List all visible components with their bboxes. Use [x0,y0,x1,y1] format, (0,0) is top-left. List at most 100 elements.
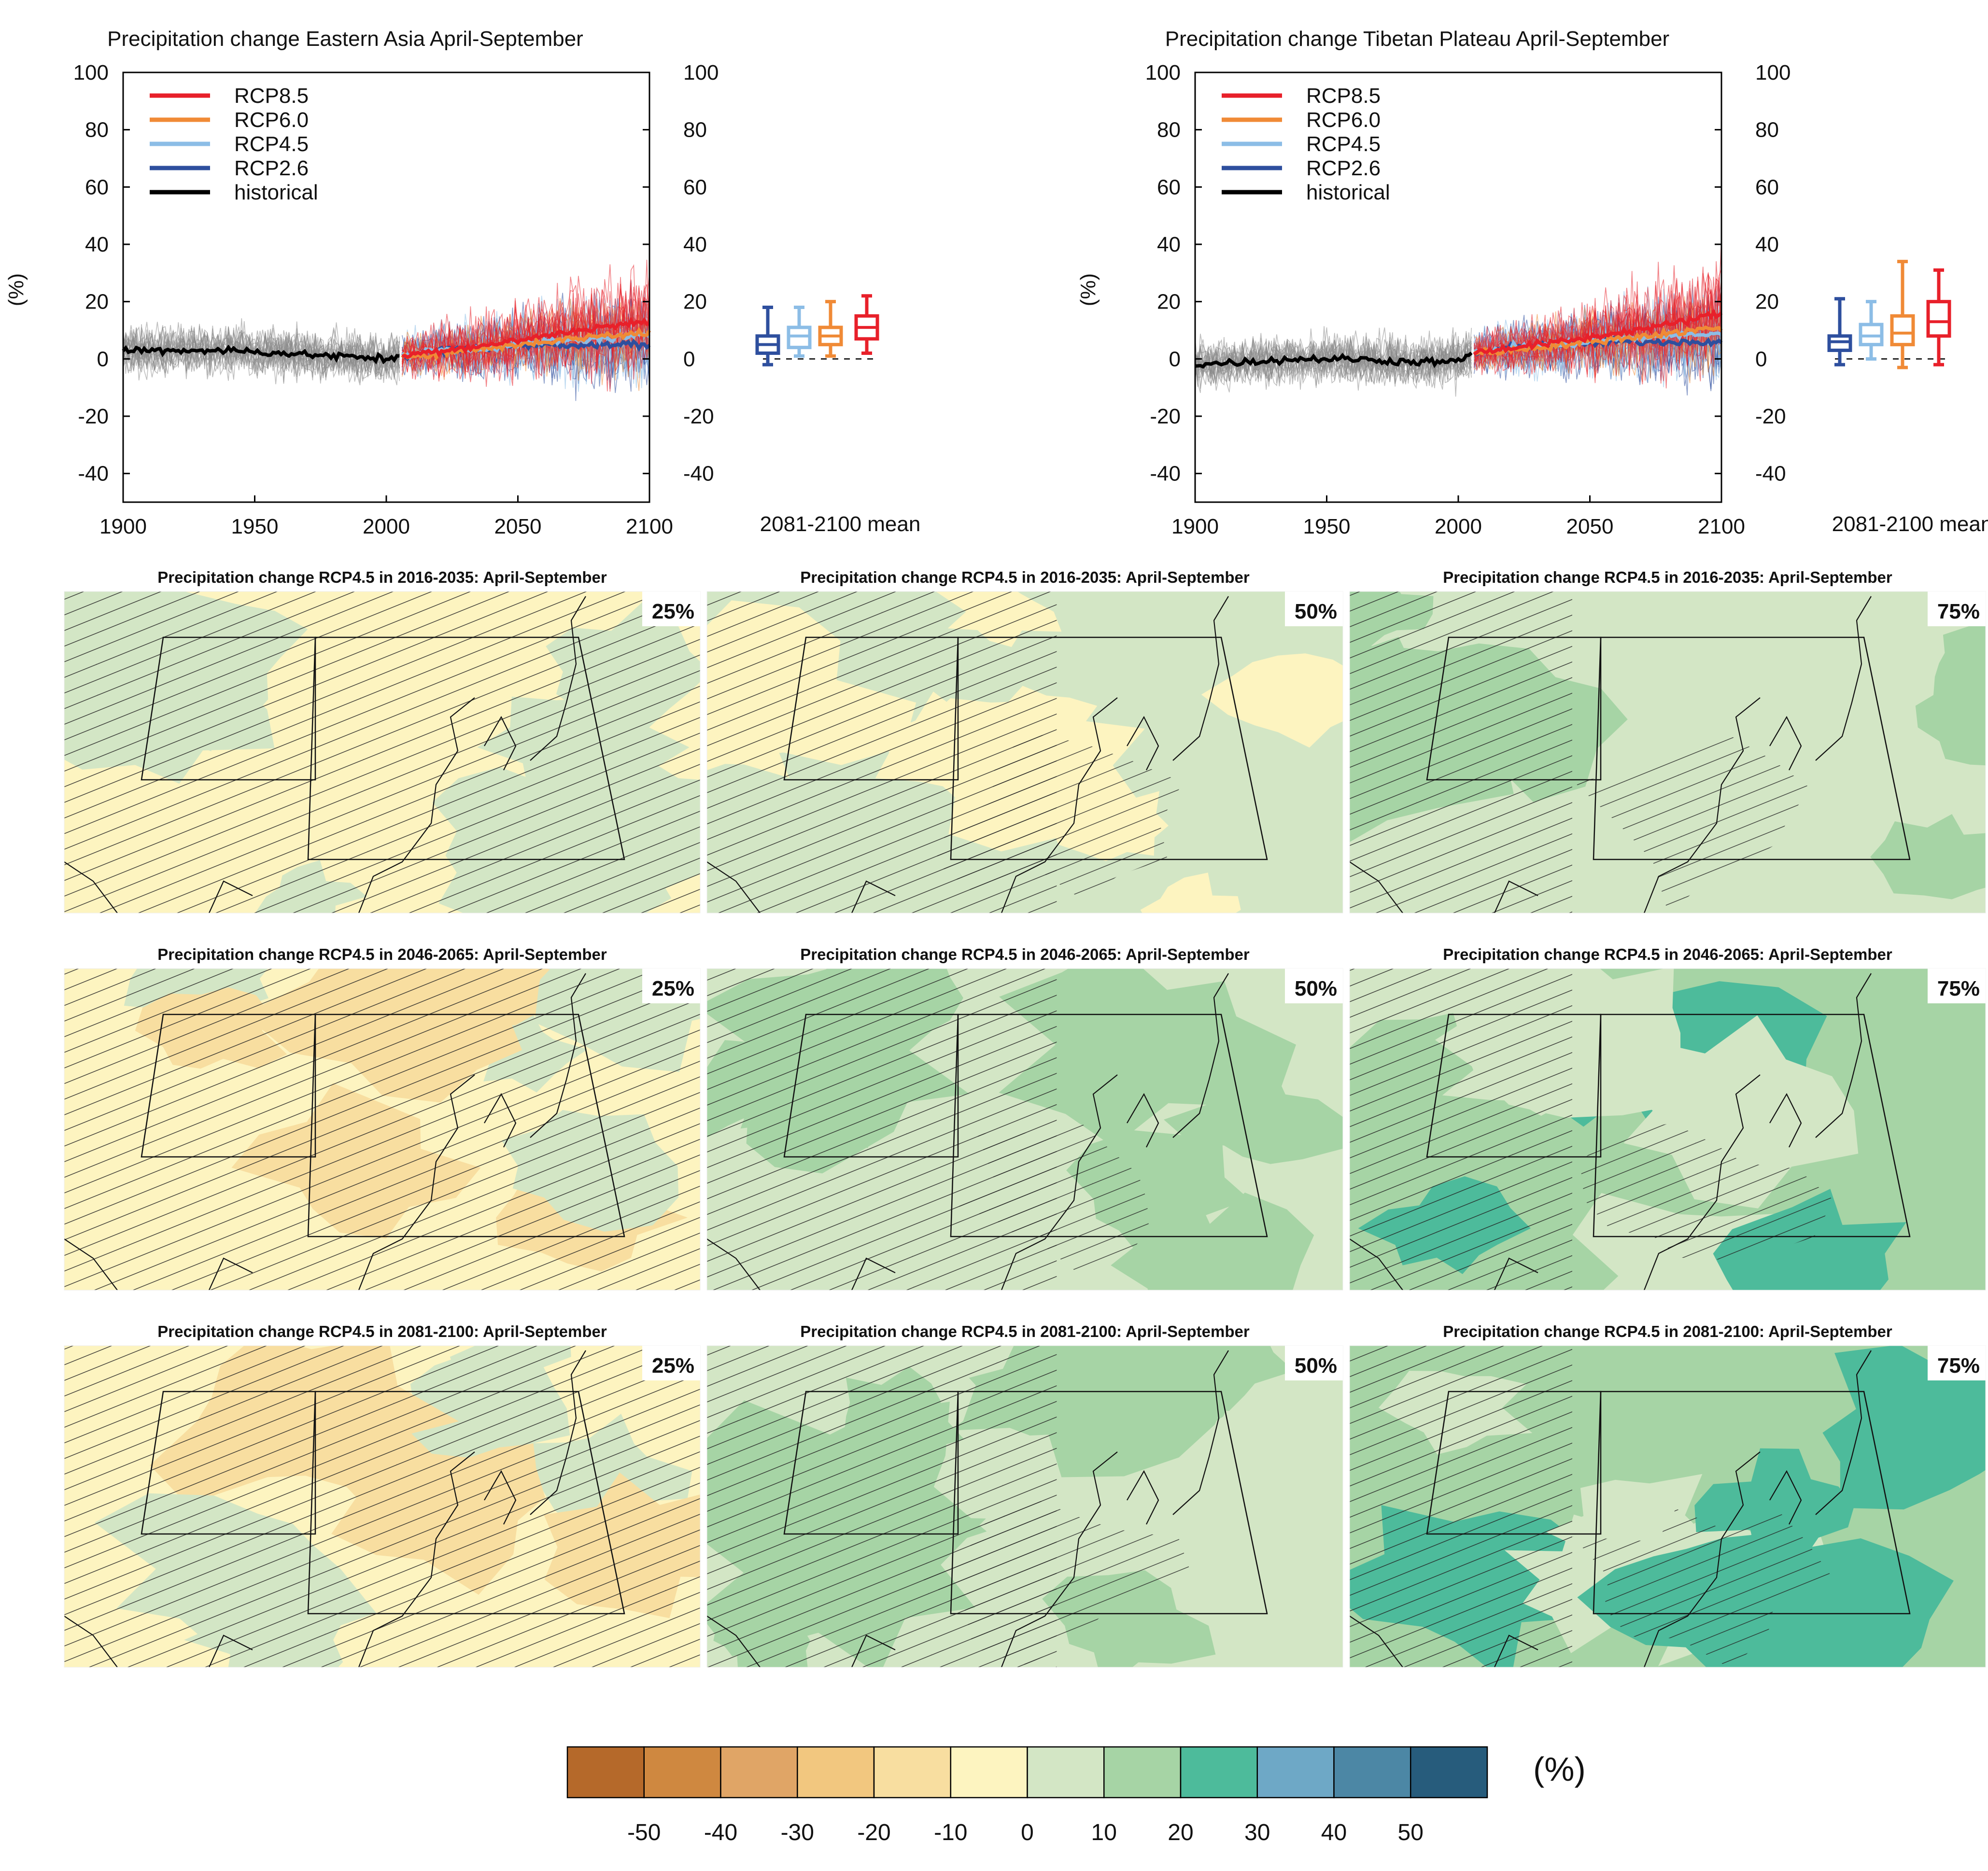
historical-member-line [123,326,400,380]
legend-label: RCP6.0 [1306,108,1381,132]
x-tick-label: 2000 [1435,515,1482,538]
legend-label: historical [1306,181,1390,204]
colorbar: -50 -40 -30 -20 -10 0 10 20 30 40 50 (%) [566,1746,1586,1845]
percentile-label: 75% [1937,600,1980,623]
colorbar-unit: (%) [1533,1750,1586,1788]
y-tick-label-right: 0 [1755,347,1767,371]
historical-mean-line [1195,352,1473,369]
eastern-asia-region-box [950,1013,1268,1238]
map-panel: Precipitation change RCP4.5 in 2081-2100… [1349,1322,1986,1668]
significance-hatching [943,1124,1149,1278]
y-tick-label: 0 [97,347,109,371]
legend-label: RCP4.5 [1306,132,1381,156]
colorbar-tick-label: -20 [857,1820,890,1845]
percentile-label: 75% [1937,1354,1980,1378]
significance-hatching [1350,591,1572,913]
RCP8.5-member-line [1473,276,1722,376]
x-tick-label: 2100 [1698,515,1745,538]
colorbar-cell [1410,1746,1488,1799]
legend-label: RCP8.5 [1306,84,1381,108]
coastline [1350,596,1872,913]
map-contour-region [1870,814,1986,900]
RCP8.5-member-line [402,282,650,380]
percentile-badge [642,1346,700,1380]
boxplot-group [755,294,879,366]
colorbar-cell [643,1746,721,1799]
x-tick-label: 2050 [1566,515,1614,538]
RCP8.5-mean-line [401,317,650,359]
map-contour-region [1201,653,1343,748]
map-frame [1349,968,1986,1291]
tibetan-plateau-region-box [1426,1391,1602,1535]
y-tick-label: -20 [78,405,109,428]
map-title: Precipitation change RCP4.5 in 2081-2100… [800,1322,1250,1340]
y-axis-label: (%) [1076,273,1100,306]
map-grid: Precipitation change RCP4.5 in 2016-2035… [64,568,1986,1668]
map-frame [706,1345,1343,1668]
coastline [707,973,1229,1290]
tibetan-plateau-region-box [783,636,959,781]
y-tick-label-right: 40 [683,233,707,256]
map-field [1350,1346,1986,1667]
colorbar-cell [1333,1746,1411,1799]
y-tick-label-right: 100 [683,61,719,84]
map-frame [64,1345,701,1668]
historical-member-line [123,321,400,377]
coastline [64,596,586,913]
significance-hatching [64,591,700,913]
tibetan-plateau-region-box [783,1391,959,1535]
y-tick-label: 60 [85,175,109,199]
map-contour-region [1713,1189,1906,1290]
RCP8.5-member-line [402,285,650,380]
percentile-badge [1285,969,1343,1003]
eastern-asia-region-box [1593,636,1911,860]
coastline [707,1350,1229,1667]
colorbar-cell [873,1746,951,1799]
map-title: Precipitation change RCP4.5 in 2046-2065… [1443,945,1892,963]
map-title: Precipitation change RCP4.5 in 2081-2100… [1443,1322,1892,1340]
map-field [707,969,1343,1290]
significance-hatching [707,969,1057,1290]
chart-title: Precipitation change Tibetan Plateau Apr… [1165,27,1669,51]
historical-member-line [1195,334,1472,390]
map-contour-region [1694,1448,1855,1567]
RCP8.5-mean-line [1473,308,1723,356]
map-title: Precipitation change RCP4.5 in 2016-2035… [800,568,1250,586]
colorbar-tick-label: -30 [781,1820,814,1845]
boxplot-label: 2081-2100 mean [1832,512,1988,536]
eastern-asia-region-box [1593,1013,1911,1238]
eastern-asia-region-box [307,636,625,860]
RCP8.5-box [1926,300,1951,338]
map-contour-region [1140,872,1241,913]
historical-member-line [123,333,400,386]
eastern-asia-region-box [307,1013,625,1238]
y-tick-label: 40 [1157,233,1181,256]
y-tick-label-right: 60 [683,175,707,199]
y-tick-label: -40 [1150,462,1181,486]
y-tick-label-right: 40 [1755,233,1779,256]
map-panel: Precipitation change RCP4.5 in 2081-2100… [706,1322,1343,1668]
tibetan-plateau-timeseries-chart: Precipitation change Tibetan Plateau Apr… [1076,27,1988,538]
significance-hatching [1579,1123,1834,1260]
colorbar-tick-label: 0 [1021,1820,1034,1845]
colorbar-tick-label: -10 [934,1820,967,1845]
chart-title: Precipitation change Eastern Asia April-… [107,27,583,51]
percentile-label: 50% [1295,1354,1337,1378]
y-tick-label-right: -20 [1755,405,1786,428]
map-frame [706,591,1343,914]
map-field [1350,969,1986,1290]
tibetan-plateau-region-box [141,636,316,781]
percentile-badge [642,969,700,1003]
colorbar-tick-label: -50 [627,1820,661,1845]
map-field [64,1346,700,1667]
y-tick-label-right: -40 [1755,462,1786,486]
percentile-label: 25% [652,600,694,623]
map-frame [1349,1345,1986,1668]
percentile-badge [1928,969,1986,1003]
y-tick-label-right: 100 [1755,61,1791,84]
tibetan-plateau-region-box [141,1013,316,1158]
map-panel: Precipitation change RCP4.5 in 2016-2035… [1349,568,1986,914]
eastern-asia-region-box [307,1391,625,1615]
percentile-label: 25% [652,977,694,1000]
